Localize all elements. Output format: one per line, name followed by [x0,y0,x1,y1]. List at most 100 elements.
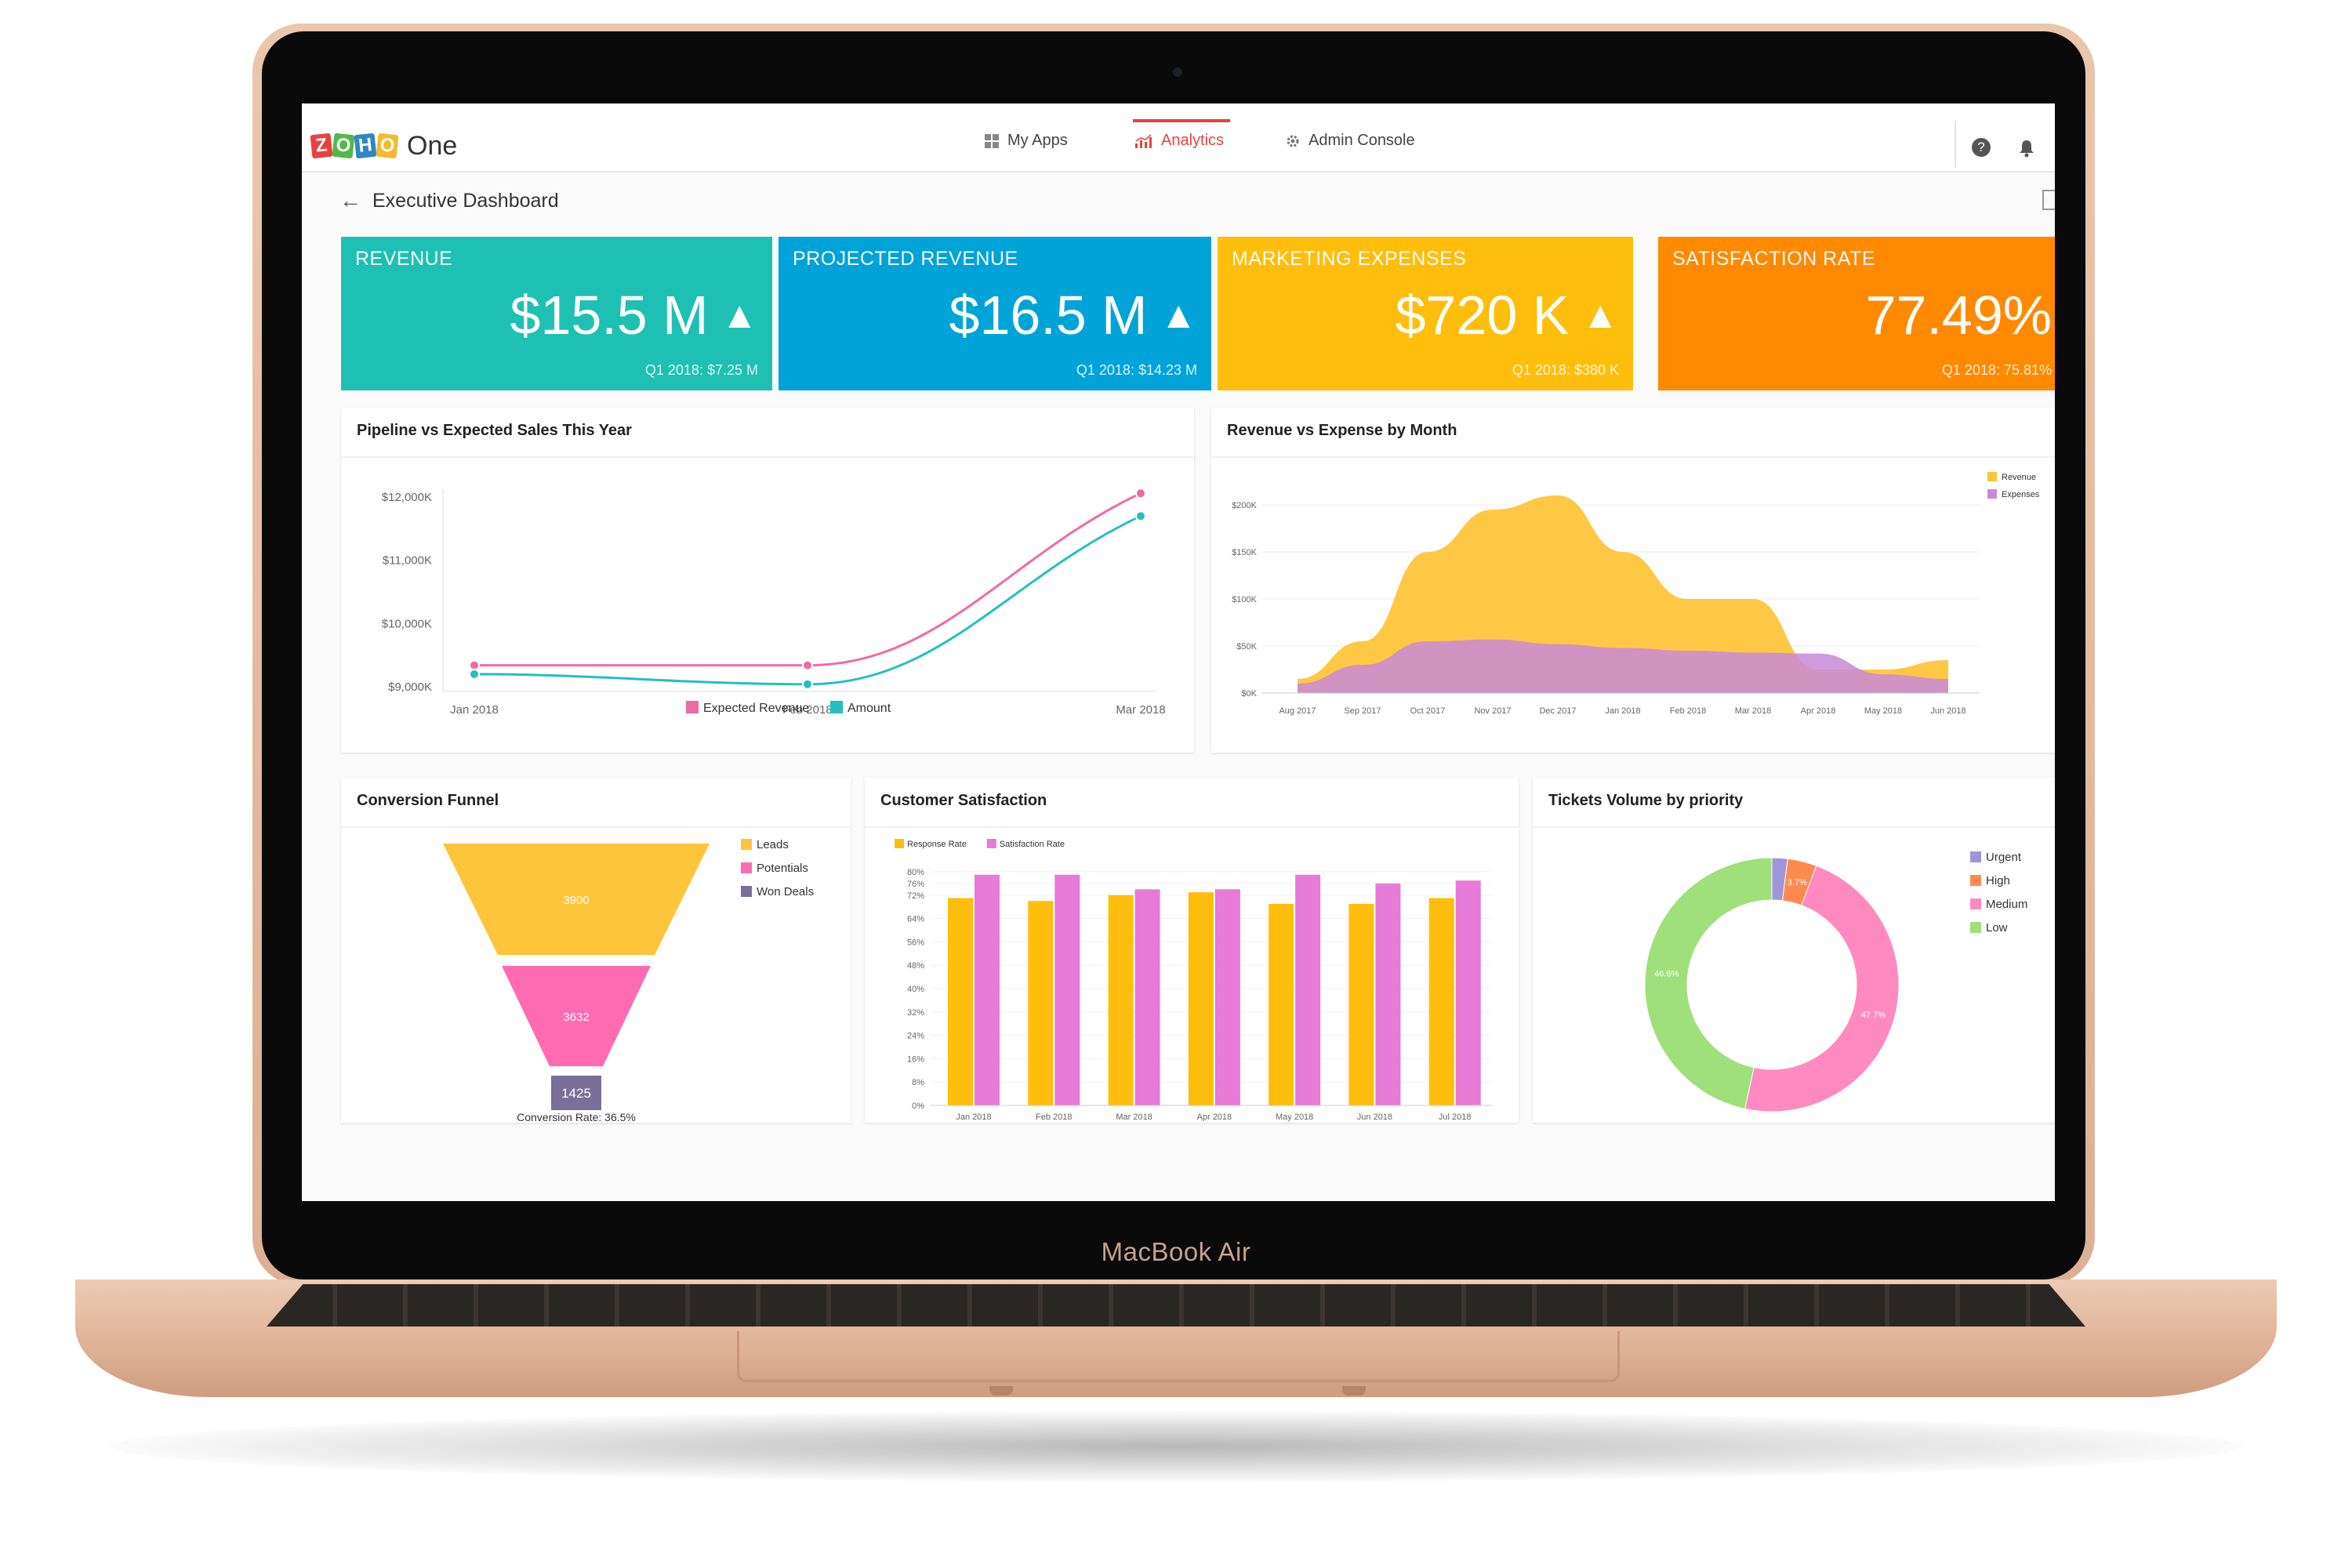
data-label: 1425 [561,1086,591,1101]
camera-icon [1173,67,1182,77]
legend-swatch [1970,922,1981,933]
area-chart[interactable]: $200K $150K $100K $50K $0K Aug 2017 Sep 2017 Oc… [1211,458,2055,753]
bar [1269,903,1294,1105]
kpi-subtext: Q1 2018: $380 K [1512,362,1619,378]
series-area [1298,639,1948,693]
device-label: MacBook Air [1101,1237,1251,1266]
logo-letter: Z [310,132,333,159]
legend-label: Satisfaction Rate [1000,840,1065,849]
kpi-subtext: Q1 2018: $7.25 M [644,362,758,378]
bar [1108,895,1134,1105]
topbar-divider [1955,121,1956,168]
laptop-foot [989,1386,1013,1396]
card-divider [341,826,851,828]
donut-chart[interactable]: 3.7% 47.7% 46.6% Urgent High Medium Low [1533,828,2055,1123]
logo-letter: O [332,132,355,159]
logo-letter: O [376,132,399,159]
data-label: 3632 [563,1011,589,1024]
legend-swatch [895,839,904,848]
laptop-shadow [110,1411,2242,1482]
grid-icon [985,133,999,148]
legend-swatch [1970,851,1981,862]
chart-title: Tickets Volume by priority [1548,792,1744,809]
card-divider [341,456,1194,458]
y-tick-label: $9,000K [388,681,432,694]
keyboard [267,1284,2085,1327]
x-tick-label: Jun 2018 [1930,706,1965,716]
legend-label: Low [1986,921,2008,935]
kpi-card-satisfaction-rate[interactable]: SATISFACTION RATE 77.49% Q1 2018: 75.81% [1658,237,2055,390]
data-point [1135,488,1146,499]
legend-swatch [1970,875,1981,886]
card-divider [865,826,1519,828]
data-point [802,678,813,690]
legend-label: Won Deals [757,885,814,898]
y-tick-label: $50K [1236,642,1257,652]
nav-label: Analytics [1161,132,1225,149]
data-point [802,659,813,671]
conversion-funnel-card: Conversion Funnel 3900 3632 1425 Conversion… [341,778,851,1123]
y-tick-label: $11,000K [383,554,432,568]
bar [1348,903,1374,1105]
y-tick-label: 8% [912,1078,924,1087]
x-tick-label: May 2018 [1276,1112,1313,1122]
kpi-subtext: Q1 2018: $14.23 M [1076,362,1197,378]
legend-swatch [830,701,843,713]
x-tick-label: May 2018 [1864,706,1902,716]
donut-slice [1744,865,1900,1112]
data-point [469,659,480,671]
kpi-value: $15.5 M ▲ [510,284,758,347]
x-tick-label: Jun 2018 [1357,1112,1392,1122]
y-tick-label: 40% [907,985,924,994]
up-arrow-icon: ▲ [1160,294,1197,336]
kpi-card-projected-revenue[interactable]: PROJECTED REVENUE $16.5 M ▲ Q1 2018: $14.… [779,237,1211,390]
legend-label: Expected Revenue [703,702,809,715]
active-tab-indicator [1133,119,1230,122]
legend-label: High [1986,874,2010,887]
y-tick-label: 72% [907,891,924,901]
chart-title: Customer Satisfaction [880,792,1047,809]
nav-my-apps[interactable]: My Apps [984,132,1068,150]
bar [1188,892,1214,1105]
nav-admin-console[interactable]: Admin Console [1285,132,1415,150]
y-tick-label: 0% [912,1102,924,1111]
series-line [474,514,1142,686]
legend-swatch [986,839,996,848]
bar [1375,883,1401,1105]
bar-chart-icon [1135,133,1152,148]
y-tick-label: $200K [1232,501,1257,510]
x-tick-label: Feb 2018 [782,703,832,717]
x-tick-label: Jan 2018 [450,703,499,717]
legend-swatch [686,701,699,713]
y-tick-label: 80% [907,868,924,877]
kpi-value-text: $15.5 M [510,285,709,346]
bar-chart[interactable]: 80% 76% 72% 64% 56% 48% 40% 32% 24% 16% 8% 0% Jan 20… [865,828,1519,1123]
bar [975,874,1000,1105]
nav-analytics[interactable]: Analytics [1134,132,1224,150]
kpi-subtext: Q1 2018: 75.81% [1941,362,2052,378]
kpi-label: PROJECTED REVENUE [793,248,1018,270]
line-chart[interactable]: $12,000K $11,000K $10,000K $9,000K Jan 2018 F… [341,458,1194,753]
x-tick-label: Jan 2018 [956,1112,991,1122]
legend-label: Leads [757,838,789,851]
bell-icon[interactable] [2017,138,2036,158]
kpi-card-marketing-expenses[interactable]: MARKETING EXPENSES $720 K ▲ Q1 2018: $380… [1218,237,1633,390]
help-icon[interactable]: ? [1972,138,1991,157]
data-label: 47.7% [1861,1011,1886,1020]
expand-icon[interactable] [2042,190,2055,210]
kpi-label: SATISFACTION RATE [1672,248,1875,270]
x-tick-label: Feb 2018 [1670,706,1706,716]
up-arrow-icon: ▲ [720,294,758,336]
y-tick-label: 32% [907,1008,924,1018]
y-tick-label: $150K [1232,548,1257,557]
x-tick-label: Apr 2018 [1197,1112,1232,1122]
kpi-value: 77.49% [1866,284,2052,347]
kpi-card-revenue[interactable]: REVENUE $15.5 M ▲ Q1 2018: $7.25 M [341,237,772,390]
funnel-chart[interactable]: 3900 3632 1425 Conversion Rate: 36.5% Leads P… [341,828,851,1123]
data-label: 46.6% [1654,970,1679,979]
y-tick-label: 76% [907,880,924,889]
back-arrow-icon[interactable]: ← [339,188,361,212]
x-tick-label: Sep 2017 [1344,706,1381,716]
